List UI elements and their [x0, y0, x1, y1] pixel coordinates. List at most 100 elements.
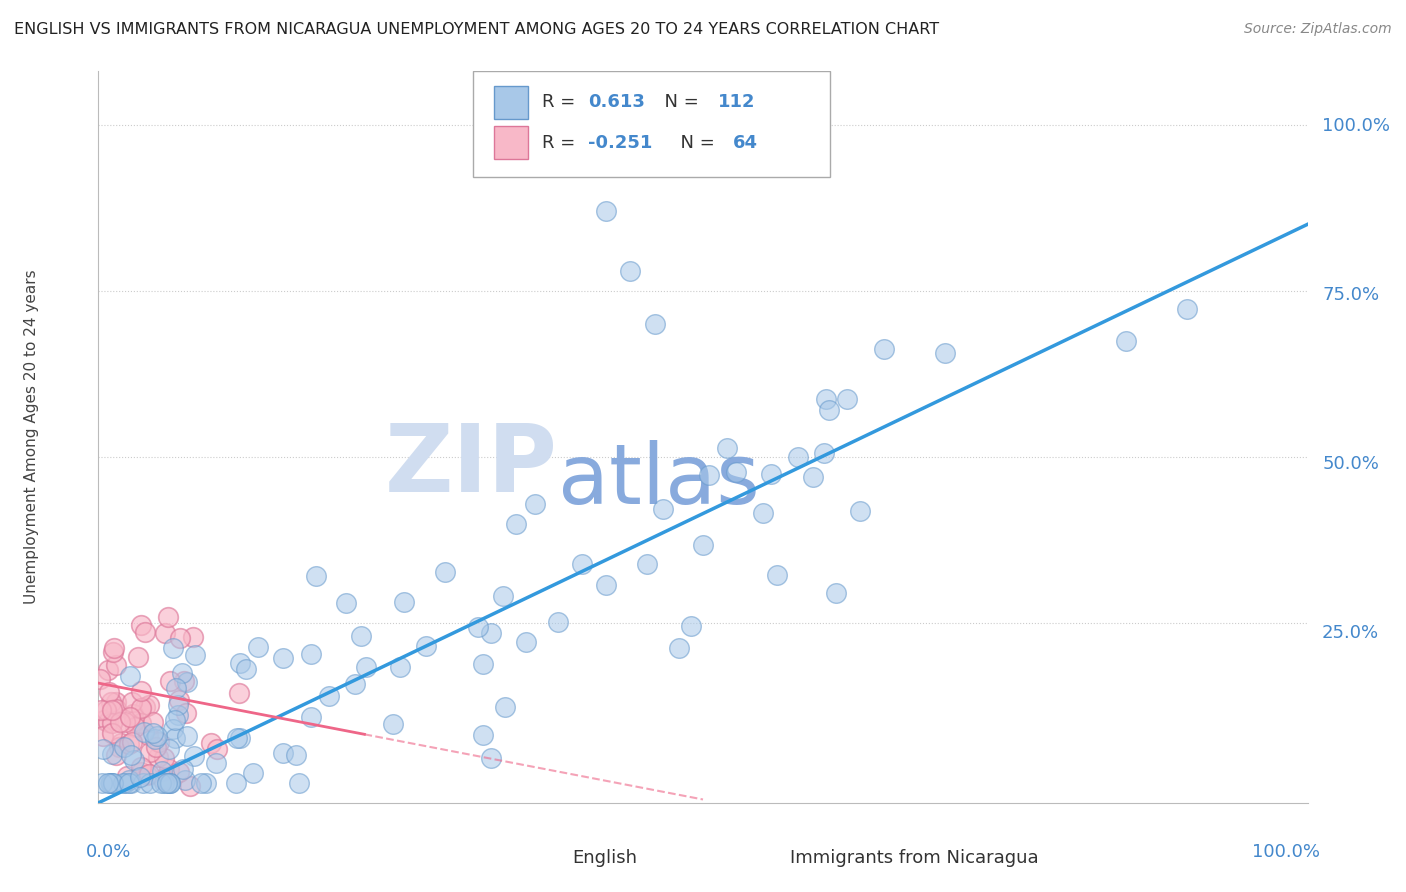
Point	[381, 717, 404, 731]
Point	[354, 660, 377, 674]
Point	[94, 703, 117, 717]
Point	[318, 689, 340, 703]
Point	[131, 618, 153, 632]
Point	[183, 648, 205, 663]
Point	[849, 504, 872, 518]
Point	[165, 681, 187, 696]
Point	[652, 501, 675, 516]
Point	[183, 749, 205, 764]
Point	[118, 776, 141, 790]
Point	[505, 517, 527, 532]
Point	[153, 776, 176, 790]
Point	[271, 650, 294, 665]
Point	[142, 725, 165, 739]
Point	[225, 731, 247, 745]
Point	[174, 772, 197, 787]
Point	[118, 773, 141, 788]
Point	[90, 703, 112, 717]
Point	[190, 776, 212, 790]
Point	[472, 657, 495, 671]
Point	[89, 672, 111, 686]
Point	[492, 589, 515, 603]
Point	[159, 776, 181, 790]
Point	[229, 656, 252, 670]
Point	[155, 776, 177, 790]
Text: Unemployment Among Ages 20 to 24 years: Unemployment Among Ages 20 to 24 years	[24, 269, 39, 605]
Point	[1115, 334, 1137, 348]
Text: 25.0%: 25.0%	[1322, 624, 1379, 642]
Point	[97, 664, 120, 678]
Point	[225, 776, 247, 790]
Point	[467, 620, 489, 634]
Point	[100, 695, 122, 709]
Point	[129, 715, 152, 730]
Point	[101, 644, 124, 658]
Point	[118, 738, 141, 752]
Point	[105, 695, 128, 709]
Point	[101, 703, 124, 717]
Point	[120, 747, 142, 762]
Point	[136, 767, 159, 781]
Text: 75.0%: 75.0%	[1322, 285, 1379, 304]
Point	[176, 729, 198, 743]
Point	[110, 715, 132, 730]
Point	[681, 618, 703, 632]
Point	[167, 764, 190, 779]
Point	[93, 714, 115, 728]
Point	[479, 751, 502, 765]
Point	[128, 770, 150, 784]
Point	[100, 747, 122, 761]
Point	[146, 729, 169, 743]
Point	[142, 714, 165, 729]
Point	[284, 747, 307, 762]
Point	[288, 776, 311, 790]
Point	[90, 776, 112, 790]
Point	[134, 700, 156, 714]
Point	[139, 745, 162, 759]
Point	[152, 751, 174, 765]
Point	[131, 684, 153, 698]
Point	[121, 695, 143, 709]
Point	[515, 634, 537, 648]
Point	[235, 662, 257, 676]
Point	[644, 317, 666, 331]
Point	[471, 728, 494, 742]
Point	[108, 740, 131, 755]
Point	[101, 726, 124, 740]
Point	[787, 450, 810, 464]
Point	[766, 568, 789, 582]
Point	[247, 640, 270, 655]
Point	[873, 342, 896, 356]
Point	[305, 568, 328, 582]
Point	[145, 739, 167, 754]
Point	[299, 710, 322, 724]
Point	[350, 629, 373, 643]
Point	[801, 469, 824, 483]
Point	[159, 776, 181, 790]
Text: English: English	[572, 848, 637, 867]
Point	[299, 647, 322, 661]
Point	[150, 764, 173, 778]
Point	[124, 720, 146, 734]
Point	[134, 624, 156, 639]
Point	[159, 674, 181, 689]
Point	[132, 776, 155, 790]
Text: 50.0%: 50.0%	[1322, 455, 1379, 473]
Text: N =: N =	[654, 94, 704, 112]
Point	[668, 640, 690, 655]
Text: ENGLISH VS IMMIGRANTS FROM NICARAGUA UNEMPLOYMENT AMONG AGES 20 TO 24 YEARS CORR: ENGLISH VS IMMIGRANTS FROM NICARAGUA UNE…	[14, 22, 939, 37]
Point	[138, 766, 160, 780]
Point	[692, 538, 714, 552]
Point	[110, 736, 132, 750]
Point	[162, 723, 184, 737]
Point	[146, 749, 169, 764]
Point	[114, 776, 136, 790]
Point	[697, 467, 720, 482]
Point	[165, 731, 187, 745]
Point	[479, 626, 502, 640]
Point	[127, 650, 149, 665]
Point	[121, 735, 143, 749]
Point	[91, 742, 114, 756]
Point	[167, 707, 190, 722]
Text: R =: R =	[543, 94, 581, 112]
